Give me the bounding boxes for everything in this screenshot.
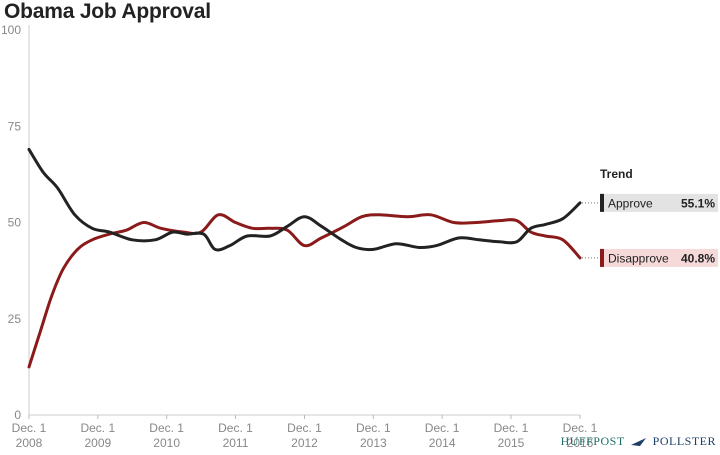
y-axis: 0 25 50 75 100 <box>1 23 21 422</box>
x-tick-label: Dec. 1 2008 <box>12 421 47 450</box>
x-tick-label: Dec. 1 2010 <box>149 421 184 450</box>
y-tick-label: 100 <box>1 23 21 37</box>
y-tick-label: 0 <box>14 408 21 422</box>
series-lines <box>27 147 582 369</box>
x-tick-label: Dec. 1 2011 <box>218 421 253 450</box>
arrow-icon <box>630 437 646 446</box>
legend-item-name: Approve <box>608 196 653 210</box>
brand-logo: HUFFPOST POLLSTER <box>561 434 716 449</box>
series-line-disapprove <box>27 213 582 369</box>
x-tick-label: Dec. 1 2013 <box>356 421 391 450</box>
huffpost-wordmark: HUFFPOST <box>560 434 625 448</box>
pollster-wordmark: POLLSTER <box>652 434 716 448</box>
x-tick-label: Dec. 1 2009 <box>80 421 115 450</box>
legend-item-background <box>600 248 718 267</box>
x-tick-label: Dec. 1 2012 <box>287 421 322 450</box>
x-tick-label: Dec. 1 2014 <box>425 421 460 450</box>
legend-swatch <box>600 193 604 212</box>
y-tick-label: 50 <box>8 216 22 230</box>
legend-item-value: 55.1% <box>681 196 715 210</box>
x-tick-label: Dec. 1 2016 <box>563 421 598 450</box>
x-tick-label: Dec. 1 2015 <box>494 421 529 450</box>
legend-item-value: 40.8% <box>681 251 715 265</box>
y-tick-label: 75 <box>8 119 22 133</box>
chart-title: Obama Job Approval <box>4 0 211 23</box>
series-line-approve <box>27 147 582 252</box>
x-axis: Dec. 1 2008 Dec. 1 2009 Dec. 1 2010 Dec. 1 2011… <box>12 415 598 450</box>
y-tick-label: 25 <box>8 312 22 326</box>
legend-item-name: Disapprove <box>608 251 669 265</box>
legend-item-background <box>600 193 718 212</box>
legend-swatch <box>600 248 604 267</box>
legend: Trend Approve 55.1% Disapprove 40.8% <box>582 167 718 267</box>
legend-title: Trend <box>600 167 633 181</box>
